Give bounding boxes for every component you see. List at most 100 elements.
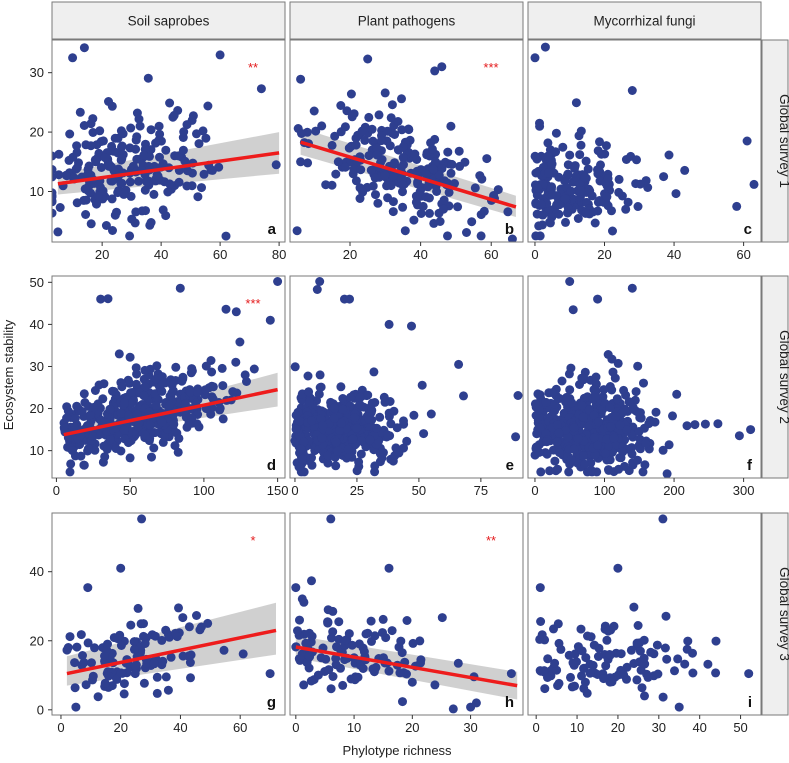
- data-point: [588, 207, 598, 217]
- data-point: [588, 660, 598, 670]
- data-point: [579, 451, 588, 461]
- data-point: [372, 143, 382, 153]
- data-point: [430, 66, 440, 76]
- data-point: [318, 421, 328, 431]
- data-point: [593, 167, 603, 177]
- regression-line: [295, 645, 518, 688]
- data-point: [658, 445, 668, 455]
- data-point: [196, 622, 206, 632]
- data-point: [152, 170, 162, 180]
- data-point: [566, 363, 576, 373]
- data-point: [621, 204, 631, 214]
- data-point: [72, 141, 82, 151]
- x-tick-label: 10: [347, 720, 361, 735]
- panel-b: 20 40 60 b ***: [289, 39, 524, 262]
- data-point: [201, 361, 211, 371]
- row-strip-2: [761, 512, 789, 716]
- data-point: [105, 404, 115, 414]
- data-point: [193, 192, 203, 202]
- data-point: [207, 367, 217, 377]
- data-point: [370, 173, 380, 183]
- data-point: [345, 294, 354, 304]
- x-tick-label: 100: [594, 483, 616, 498]
- data-point: [296, 444, 306, 454]
- data-point: [384, 319, 394, 329]
- data-point: [614, 464, 624, 474]
- panel-f: 0 100 200 300 f: [527, 275, 762, 498]
- x-tick-label: 200: [663, 483, 685, 498]
- data-point: [365, 435, 375, 445]
- x-tick-label: 50: [123, 483, 137, 498]
- data-point: [589, 433, 599, 443]
- data-point: [110, 210, 120, 220]
- data-point: [582, 467, 592, 477]
- data-point: [100, 153, 110, 163]
- data-point: [336, 382, 346, 392]
- data-point: [581, 156, 591, 166]
- data-point: [467, 217, 477, 227]
- data-point: [703, 659, 713, 669]
- data-point: [634, 427, 644, 436]
- data-point: [493, 185, 503, 195]
- data-point: [397, 125, 407, 135]
- data-point: [131, 363, 141, 373]
- data-point: [419, 429, 429, 439]
- data-point: [327, 140, 337, 150]
- data-point: [178, 145, 188, 155]
- panel-letter: g: [267, 694, 276, 711]
- data-point: [344, 629, 354, 639]
- data-point: [137, 514, 147, 524]
- y-tick-label: 40: [30, 564, 44, 579]
- data-point: [633, 202, 643, 211]
- y-tick-label: 0: [37, 702, 44, 717]
- data-point: [626, 645, 636, 655]
- data-point: [140, 382, 150, 392]
- data-point: [52, 208, 57, 218]
- data-point: [653, 669, 663, 679]
- data-point: [294, 462, 304, 472]
- data-point: [554, 678, 564, 688]
- x-tick-label: 0: [533, 720, 540, 735]
- data-point: [315, 277, 325, 286]
- data-point: [208, 165, 217, 175]
- data-point: [555, 448, 564, 458]
- data-point: [135, 121, 145, 131]
- data-point: [197, 183, 206, 193]
- data-point: [398, 202, 408, 212]
- data-point: [577, 401, 587, 410]
- data-point: [443, 147, 453, 157]
- data-point: [215, 50, 225, 60]
- data-point: [174, 433, 184, 443]
- data-point: [426, 409, 436, 419]
- data-point: [338, 394, 348, 403]
- data-point: [557, 376, 567, 386]
- data-point: [601, 141, 611, 151]
- data-point: [460, 157, 470, 167]
- data-point: [388, 207, 398, 217]
- data-point: [70, 414, 80, 423]
- data-point: [79, 460, 89, 470]
- data-point: [323, 617, 333, 627]
- data-point: [182, 120, 192, 130]
- data-point: [119, 425, 129, 435]
- data-point: [554, 428, 564, 438]
- data-point: [298, 454, 307, 464]
- panel-letter: c: [744, 221, 752, 238]
- y-tick-label: 30: [30, 65, 44, 80]
- data-point: [643, 183, 653, 192]
- data-point: [366, 165, 376, 175]
- data-point: [155, 152, 164, 162]
- data-point: [125, 231, 135, 241]
- data-point: [571, 98, 581, 108]
- column-strip-2: [527, 1, 762, 40]
- data-point: [146, 218, 156, 227]
- data-point: [70, 658, 80, 668]
- data-point: [81, 680, 91, 690]
- data-point: [117, 141, 127, 151]
- x-tick-label: 40: [692, 720, 706, 735]
- data-point: [388, 197, 398, 207]
- data-point: [662, 469, 672, 478]
- data-point: [599, 385, 609, 395]
- data-point: [88, 671, 98, 681]
- data-point: [552, 665, 562, 675]
